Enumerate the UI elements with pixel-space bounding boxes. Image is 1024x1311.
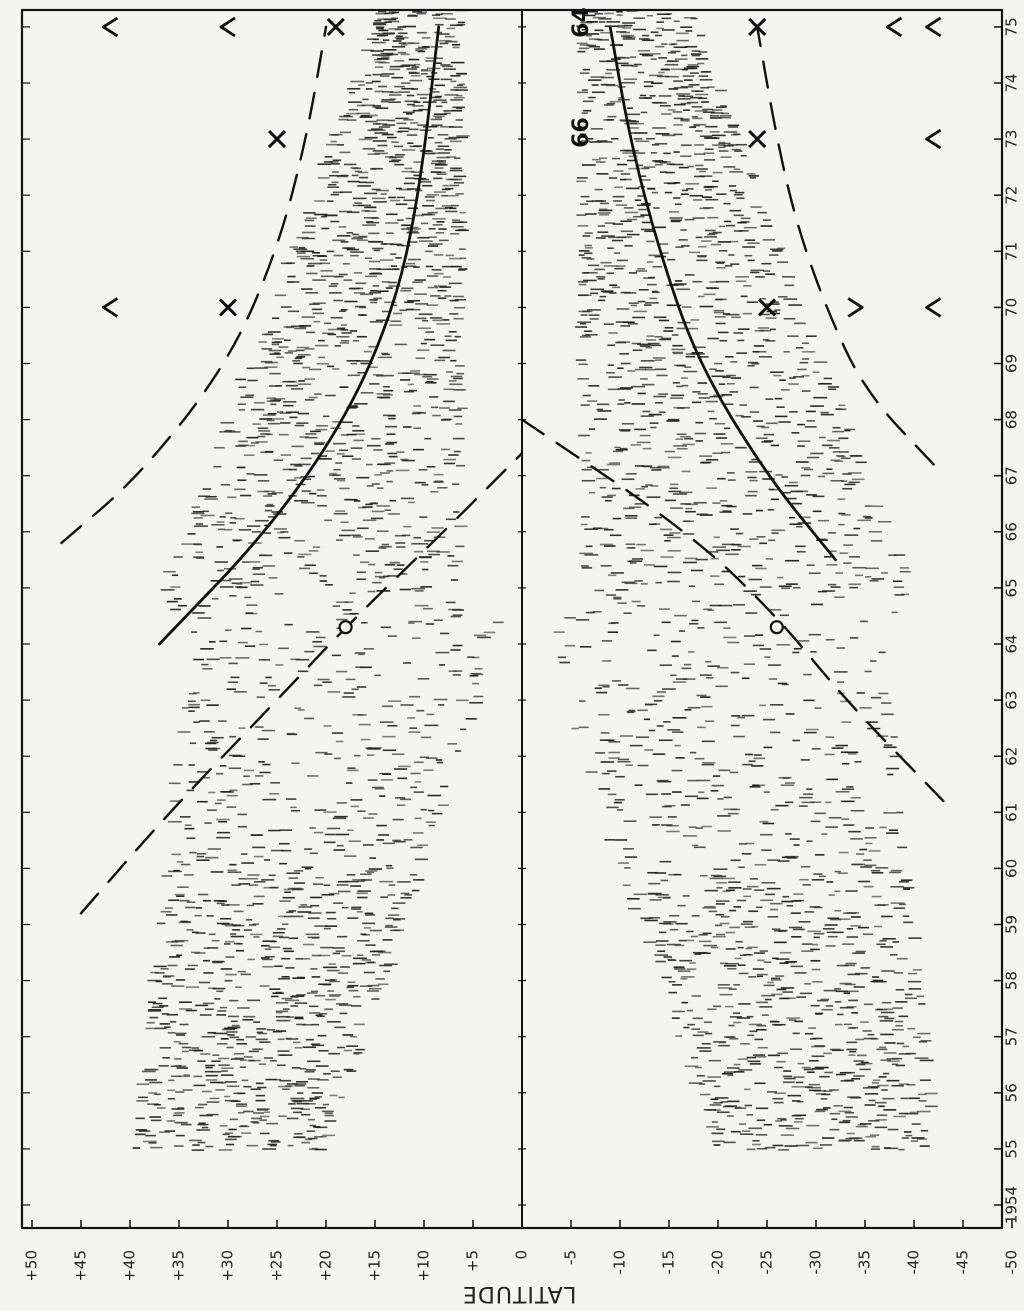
year-tick-label: 68 [1003, 410, 1021, 429]
latitude-tick-label: -20 [709, 1250, 727, 1275]
caret-marker [103, 298, 117, 316]
year-tick-label: 1954 [1003, 1186, 1021, 1224]
latitude-axis: +50 +45 +40 +35 +30 +25 +20 +15 +10 +5 0 -5 -10 -15 -2… [23, 1220, 1021, 1282]
year-tick-label: 69 [1003, 354, 1021, 373]
year-tick-label: 63 [1003, 691, 1021, 710]
latitude-tick-label: -10 [611, 1250, 629, 1275]
year-tick-label: 62 [1003, 747, 1021, 766]
latitude-tick-label: +40 [121, 1250, 139, 1282]
year-tick-label: 72 [1003, 186, 1021, 205]
year-tick-label: 70 [1003, 298, 1021, 317]
dashed-trend-curve [757, 27, 933, 465]
latitude-tick-label: -25 [758, 1250, 776, 1275]
year-tick-label: 74 [1003, 73, 1021, 92]
caret-marker [221, 18, 235, 36]
annotation-66: 66 [569, 117, 594, 148]
caret-marker [887, 18, 901, 36]
latitude-tick-label: +15 [366, 1250, 384, 1282]
x-marker [328, 19, 344, 35]
circle-marker [340, 621, 352, 633]
latitude-tick-label: -45 [954, 1250, 972, 1275]
latitude-tick-label: +5 [464, 1250, 482, 1272]
dashed-trend-curve [81, 453, 522, 913]
latitude-tick-label: +30 [219, 1250, 237, 1282]
latitude-tick-label: 0 [513, 1250, 531, 1260]
latitude-tick-label: -5 [562, 1250, 580, 1265]
year-tick-label: 65 [1003, 578, 1021, 597]
caret-marker [927, 130, 941, 148]
year-tick-label: 57 [1003, 1027, 1021, 1046]
latitude-tick-label: +25 [268, 1250, 286, 1282]
year-tick-label: 71 [1003, 242, 1021, 261]
year-tick-label: 55 [1003, 1139, 1021, 1158]
latitude-tick-label: -30 [807, 1250, 825, 1275]
year-tick-label: 58 [1003, 971, 1021, 990]
caret-marker [103, 18, 117, 36]
dashed-trend-curve [522, 420, 943, 801]
x-marker [220, 299, 236, 315]
year-tick-label: 75 [1003, 17, 1021, 36]
year-tick-label: 64 [1003, 634, 1021, 653]
year-tick-label: 67 [1003, 466, 1021, 485]
plot-border [22, 10, 1002, 1228]
observation-marks [133, 10, 938, 1150]
latitude-tick-label: -35 [856, 1250, 874, 1275]
caret-marker [927, 298, 941, 316]
latitude-tick-label: -50 [1003, 1250, 1021, 1275]
year-tick-label: 59 [1003, 915, 1021, 934]
latitude-tick-label: +20 [317, 1250, 335, 1282]
latitude-tick-label: +45 [72, 1250, 90, 1282]
circle-marker [771, 621, 783, 633]
latitude-tick-label: +10 [415, 1250, 433, 1282]
y-axis-title: LATITUDE [462, 1281, 576, 1306]
year-tick-label: 61 [1003, 803, 1021, 822]
solid-trend-curve [159, 27, 438, 644]
caret-marker [927, 18, 941, 36]
x-marker [759, 299, 775, 315]
v-marker [848, 298, 862, 316]
latitude-tick-label: -15 [660, 1250, 678, 1275]
latitude-tick-label: -40 [905, 1250, 923, 1275]
year-tick-label: 60 [1003, 859, 1021, 878]
dashed-trend-curve [61, 27, 326, 543]
x-marker [269, 131, 285, 147]
year-tick-label: 73 [1003, 130, 1021, 149]
year-tick-label: 66 [1003, 522, 1021, 541]
plot-frame [22, 10, 1002, 1228]
year-tick-label: 56 [1003, 1083, 1021, 1102]
latitude-tick-label: +35 [170, 1250, 188, 1282]
latitude-tick-label: +50 [23, 1250, 41, 1282]
x-marker [749, 131, 765, 147]
annotation-64: 64 [569, 7, 594, 38]
